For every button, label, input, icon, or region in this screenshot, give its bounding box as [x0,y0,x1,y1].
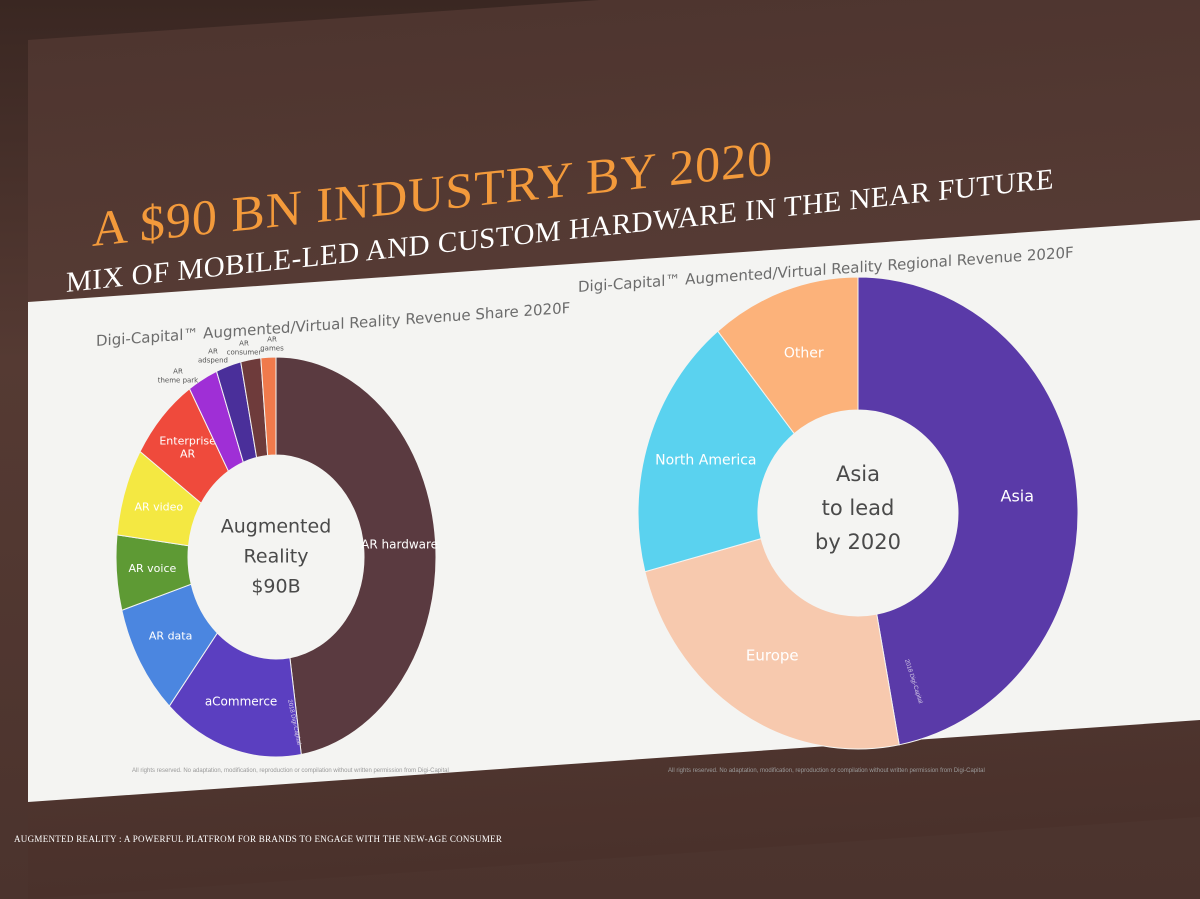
donut-chart-1: AR hardware aCommerce AR data AR voice AR vi… [115,336,438,758]
center-label-line-1: Asia [836,462,880,486]
slice-europe [644,537,900,750]
label-north-america: North America [655,453,756,469]
label-acommerce: aCommerce [205,694,278,708]
slice-acommerce [168,632,302,758]
slice-ar-hardware [275,356,437,756]
label-enterprise-ar: Enterprise AR [159,435,216,461]
center-label-line-2: to lead [822,496,895,520]
label-ar-data: AR data [149,630,192,643]
slice-ar-games [260,356,277,457]
center-label-line-2: Reality [244,546,309,568]
label-ar-games: AR games [260,336,284,353]
label-asia: Asia [1001,487,1035,506]
label-ar-theme-park: AR theme park [158,368,199,385]
slice-other [717,276,859,435]
slice-asia [857,276,1079,746]
label-ar-consumer: AR consumer [227,340,262,357]
center-label-line-3: $90B [251,576,300,598]
label-ar-hardware: AR hardware [361,538,438,552]
left-footnote: All rights reserved. No adaptation, modi… [132,768,449,774]
label-ar-video: AR video [134,501,183,514]
right-footnote: All rights reserved. No adaptation, modi… [668,768,985,774]
slide-footer: AUGMENTED REALITY : A POWERFUL PLATFROM … [14,834,503,844]
label-europe: Europe [746,647,799,665]
center-label-line-3: by 2020 [815,530,901,554]
slice-north-america [637,330,795,573]
center-label-line-1: Augmented [221,516,332,538]
label-other: Other [784,346,824,362]
label-ar-voice: AR voice [128,562,176,575]
donut-chart-2: Asia Europe North America Other Asia to lead b… [637,276,1079,750]
label-ar-adspend: AR adspend [198,348,228,365]
